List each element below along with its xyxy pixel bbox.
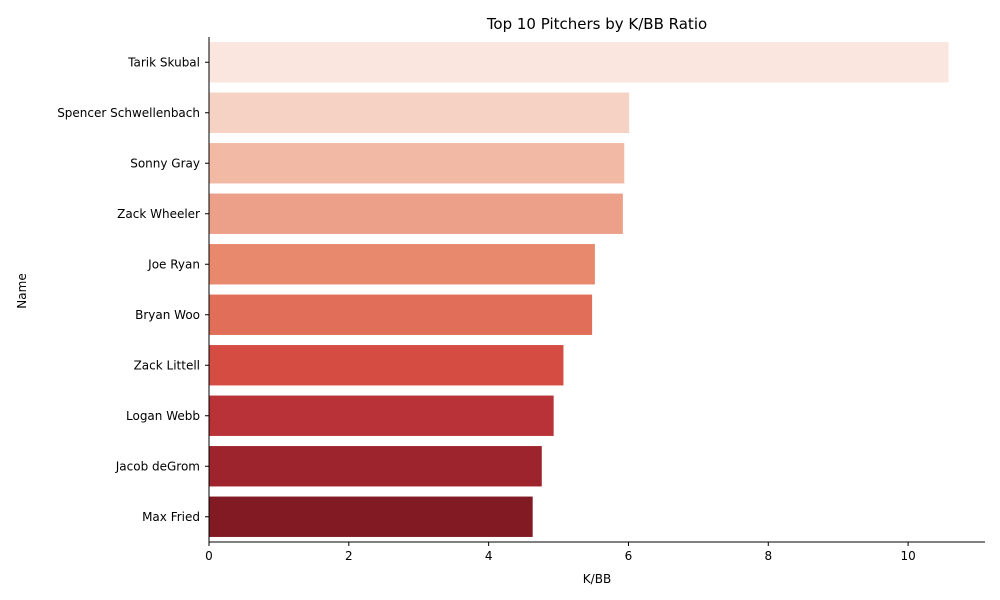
x-tick-label: 6	[625, 549, 633, 563]
bar-sonny-gray	[209, 143, 625, 184]
y-tick-label: Sonny Gray	[130, 156, 200, 170]
y-tick-label: Zack Littell	[134, 358, 200, 372]
y-tick-label: Max Fried	[142, 510, 200, 524]
y-axis-ticks: Tarik Skubal Spencer Schwellenbach Sonny G…	[57, 55, 209, 524]
bar-zack-wheeler	[209, 193, 623, 234]
x-tick-label: 10	[900, 549, 915, 563]
x-tick-label: 8	[764, 549, 772, 563]
bar-zack-littell	[209, 345, 564, 386]
bar-logan-webb	[209, 395, 554, 436]
y-tick-label: Tarik Skubal	[127, 55, 200, 69]
chart-title: Top 10 Pitchers by K/BB Ratio	[486, 15, 707, 33]
y-tick-label: Spencer Schwellenbach	[57, 106, 200, 120]
bar-max-fried	[209, 496, 533, 537]
bars-group	[209, 42, 949, 537]
bar-bryan-woo	[209, 294, 593, 335]
y-axis-label: Name	[15, 273, 29, 308]
x-tick-label: 4	[485, 549, 493, 563]
x-tick-label: 0	[205, 549, 213, 563]
x-tick-label: 2	[345, 549, 353, 563]
y-tick-label: Jacob deGrom	[115, 459, 200, 473]
bar-spencer-schwellenbach	[209, 92, 630, 133]
bar-joe-ryan	[209, 244, 595, 285]
y-tick-label: Zack Wheeler	[117, 207, 200, 221]
y-tick-label: Joe Ryan	[147, 257, 200, 271]
y-tick-label: Logan Webb	[126, 409, 200, 423]
bar-jacob-degrom	[209, 446, 542, 487]
bar-tarik-skubal	[209, 42, 949, 83]
x-axis-ticks: 0 2 4 6 8 10	[205, 542, 916, 563]
x-axis-label: K/BB	[583, 572, 611, 586]
y-tick-label: Bryan Woo	[135, 308, 200, 322]
